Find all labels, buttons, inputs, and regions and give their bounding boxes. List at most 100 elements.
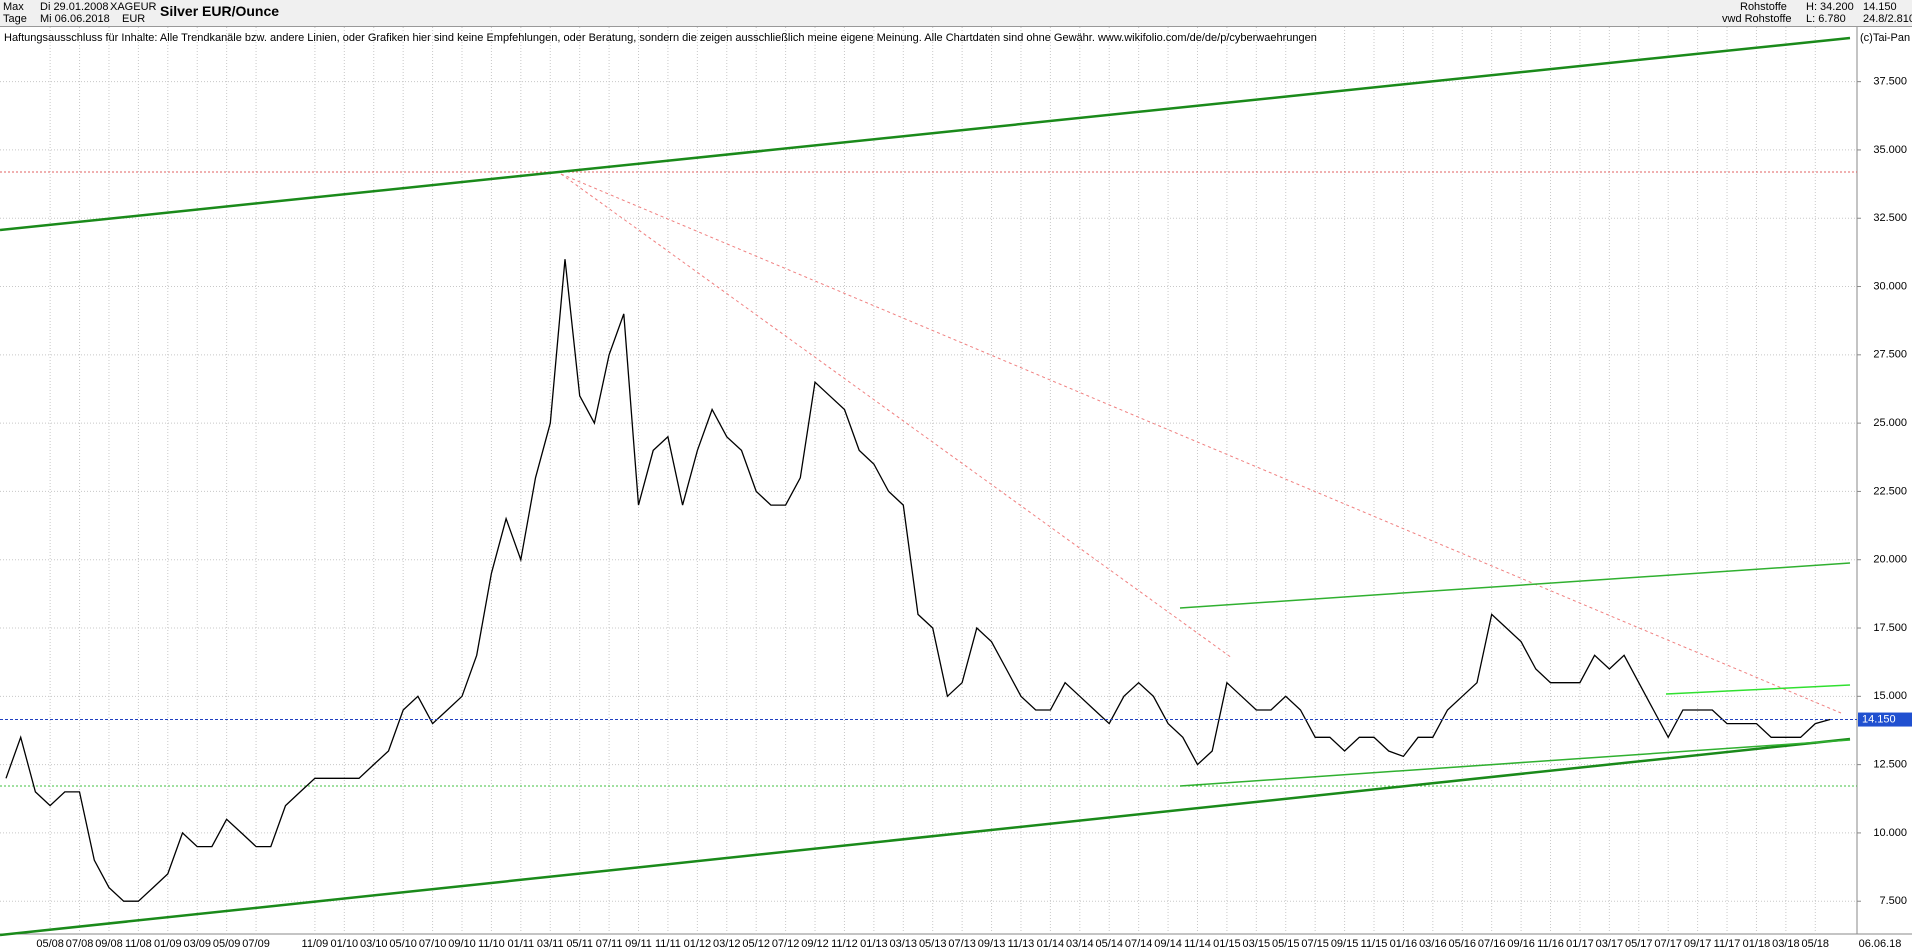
x-tick-label: 09/15 bbox=[1331, 938, 1359, 950]
x-tick-label: 03/12 bbox=[713, 938, 741, 950]
y-tick-label: 20.000 bbox=[1873, 554, 1907, 566]
trend-line bbox=[0, 737, 1851, 937]
x-tick-label: 01/11 bbox=[507, 938, 534, 950]
x-tick-label: 01/12 bbox=[684, 938, 712, 950]
x-tick-label: 01/09 bbox=[154, 938, 182, 950]
price-line bbox=[5, 259, 1831, 902]
y-tick-label: 27.500 bbox=[1873, 349, 1907, 361]
y-tick-label: 35.000 bbox=[1873, 144, 1907, 156]
last-price-box bbox=[1858, 712, 1912, 727]
source: vwd Rohstoffe bbox=[1722, 13, 1792, 25]
x-tick-label: 09/17 bbox=[1684, 938, 1712, 950]
x-tick-label: 09/12 bbox=[801, 938, 829, 950]
x-tick-label: 01/10 bbox=[331, 938, 359, 950]
period[interactable]: Max bbox=[3, 1, 24, 13]
y-tick-label: 25.000 bbox=[1873, 417, 1907, 429]
x-tick-label: 07/16 bbox=[1478, 938, 1506, 950]
trend-line bbox=[560, 173, 1842, 714]
x-tick-label: 11/10 bbox=[478, 938, 505, 950]
x-tick-label: 05/18 bbox=[1802, 938, 1830, 950]
symbol: XAGEUR bbox=[110, 1, 157, 13]
x-tick-label: 09/14 bbox=[1154, 938, 1182, 950]
x-tick-label: 03/13 bbox=[890, 938, 918, 950]
y-tick-label: 7.500 bbox=[1879, 895, 1907, 907]
x-tick-label: 03/18 bbox=[1772, 938, 1800, 950]
x-tick-label: 05/13 bbox=[919, 938, 947, 950]
x-tick-label: 11/14 bbox=[1184, 938, 1211, 950]
header: Max Tage Di 29.01.2008 Mi 06.06.2018 XAG… bbox=[0, 0, 1912, 27]
interval[interactable]: Tage bbox=[3, 13, 27, 25]
x-tick-label: 11/09 bbox=[302, 938, 329, 950]
x-tick-label: 11/11 bbox=[655, 938, 681, 950]
x-tick-label: 07/15 bbox=[1301, 938, 1329, 950]
disclaimer: Haftungsausschluss für Inhalte: Alle Tre… bbox=[4, 32, 1317, 44]
x-tick-label: 01/13 bbox=[860, 938, 888, 950]
x-tick-label: 07/11 bbox=[596, 938, 623, 950]
x-tick-label: 05/09 bbox=[213, 938, 241, 950]
trend-line bbox=[560, 173, 1233, 659]
x-tick-label: 11/13 bbox=[1008, 938, 1035, 950]
trend-line bbox=[1179, 562, 1851, 609]
x-tick-label: 07/08 bbox=[66, 938, 94, 950]
x-tick-label: 03/15 bbox=[1243, 938, 1271, 950]
date-to: Mi 06.06.2018 bbox=[40, 13, 110, 25]
x-tick-label: 01/18 bbox=[1743, 938, 1771, 950]
x-tick-label: 07/12 bbox=[772, 938, 800, 950]
last: 14.150 bbox=[1863, 1, 1897, 13]
currency: EUR bbox=[122, 13, 146, 25]
x-tick-label: 03/09 bbox=[183, 938, 211, 950]
title: Silver EUR/Ounce bbox=[160, 3, 280, 19]
x-tick-label: 09/16 bbox=[1507, 938, 1535, 950]
x-end-label: 06.06.18 bbox=[1859, 938, 1902, 950]
y-tick-label: 22.500 bbox=[1873, 485, 1907, 497]
x-tick-label: 11/17 bbox=[1714, 938, 1741, 950]
grid: 7.500 10.000 12.500 15.000 17.500 20.000 22.50… bbox=[0, 27, 1907, 950]
x-tick-label: 09/13 bbox=[978, 938, 1006, 950]
x-tick-label: 05/15 bbox=[1272, 938, 1300, 950]
x-tick-label: 05/16 bbox=[1448, 938, 1476, 950]
x-tick-label: 11/12 bbox=[831, 938, 858, 950]
x-tick-label: 11/15 bbox=[1361, 938, 1388, 950]
x-tick-label: 07/14 bbox=[1125, 938, 1153, 950]
y-tick-label: 32.500 bbox=[1873, 212, 1907, 224]
x-tick-label: 09/11 bbox=[625, 938, 652, 950]
x-tick-label: 07/09 bbox=[242, 938, 270, 950]
y-tick-label: 17.500 bbox=[1873, 622, 1907, 634]
high: H: 34.200 bbox=[1806, 1, 1854, 13]
date-from: Di 29.01.2008 bbox=[40, 1, 109, 13]
x-tick-label: 03/17 bbox=[1596, 938, 1624, 950]
x-tick-label: 07/13 bbox=[948, 938, 976, 950]
x-tick-label: 05/08 bbox=[36, 938, 64, 950]
x-tick-label: 07/10 bbox=[419, 938, 447, 950]
y-tick-label: 30.000 bbox=[1873, 280, 1907, 292]
x-tick-label: 05/12 bbox=[742, 938, 770, 950]
last-price-label: 14.150 bbox=[1862, 713, 1896, 725]
x-tick-label: 01/17 bbox=[1566, 938, 1594, 950]
copyright: (c)Tai-Pan bbox=[1860, 32, 1910, 44]
y-tick-label: 15.000 bbox=[1873, 690, 1907, 702]
x-tick-label: 09/08 bbox=[95, 938, 123, 950]
group: Rohstoffe bbox=[1740, 1, 1787, 13]
x-tick-label: 01/16 bbox=[1390, 938, 1418, 950]
x-tick-label: 05/11 bbox=[566, 938, 593, 950]
x-tick-label: 01/15 bbox=[1213, 938, 1241, 950]
x-tick-label: 03/14 bbox=[1066, 938, 1094, 950]
x-tick-label: 09/10 bbox=[448, 938, 476, 950]
trend-line bbox=[1179, 739, 1851, 787]
trend-line bbox=[1665, 684, 1851, 695]
x-tick-label: 01/14 bbox=[1037, 938, 1065, 950]
x-tick-label: 05/10 bbox=[389, 938, 417, 950]
plot: 14.150 bbox=[0, 259, 1912, 902]
x-tick-label: 03/16 bbox=[1419, 938, 1447, 950]
y-tick-label: 10.000 bbox=[1873, 827, 1907, 839]
x-tick-label: 05/17 bbox=[1625, 938, 1653, 950]
x-tick-label: 07/17 bbox=[1654, 938, 1682, 950]
low: L: 6.780 bbox=[1806, 13, 1846, 25]
x-tick-label: 11/16 bbox=[1537, 938, 1564, 950]
x-tick-label: 11/08 bbox=[125, 938, 152, 950]
y-tick-label: 37.500 bbox=[1873, 76, 1907, 88]
change: 24.8/2.810 bbox=[1863, 13, 1912, 25]
x-tick-label: 05/14 bbox=[1095, 938, 1123, 950]
